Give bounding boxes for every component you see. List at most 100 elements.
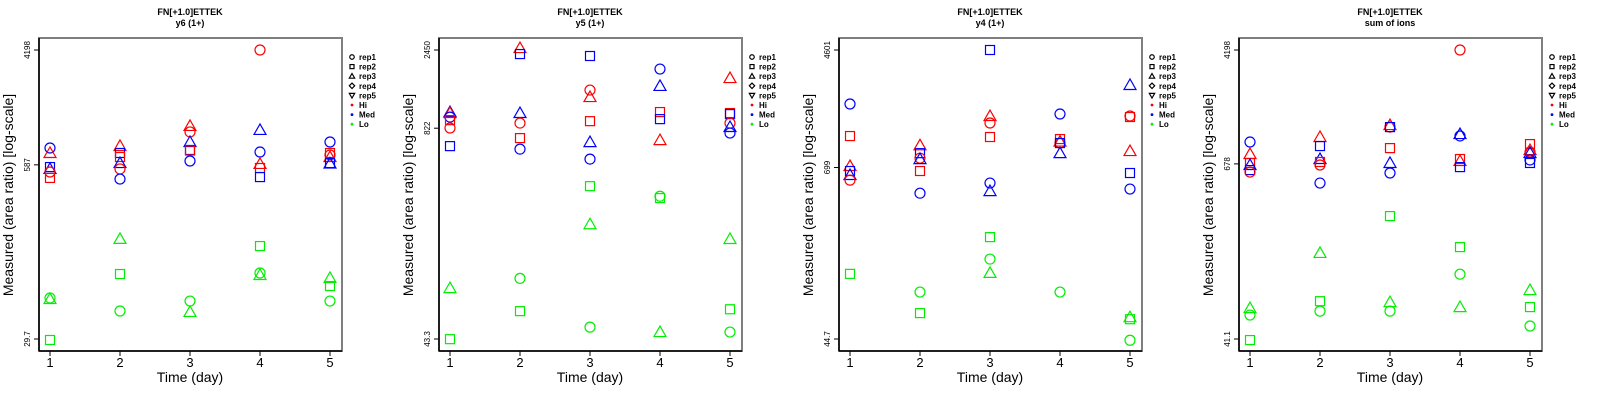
y-tick-label: 4198: [23, 41, 32, 59]
data-point-lo-rep1-day3: [1384, 305, 1396, 317]
x-tick-label: 5: [326, 355, 333, 370]
y-tick-label: 4198: [1223, 41, 1232, 59]
data-point-lo-rep2-day5: [1524, 301, 1536, 313]
data-point-lo-rep1-day5: [1124, 334, 1136, 346]
data-point-hi-rep3-day3: [582, 89, 598, 103]
data-point-hi-rep2-day5: [1524, 138, 1536, 150]
data-point-hi-rep3-day1: [1242, 146, 1258, 160]
x-tick-label: 1: [46, 355, 53, 370]
data-point-hi-rep3-day1: [842, 158, 858, 172]
y-tick-label: 587: [23, 158, 32, 172]
data-point-lo-rep3-day4: [652, 324, 668, 338]
legend-label-rep2: rep2: [1159, 63, 1176, 72]
x-axis-label: Time (day): [557, 369, 623, 385]
panel-y6: FN[+1.0]ETTEK y6 (1+) Time (day) Measure…: [0, 7, 376, 385]
x-tick-label: 2: [116, 355, 123, 370]
legend-dot-Hi: [1150, 103, 1154, 107]
data-point-hi-rep1-day1: [1244, 166, 1256, 178]
data-point-hi-rep1-day1: [444, 122, 456, 134]
data-point-med-rep3-day4: [252, 122, 268, 136]
x-tick-label: 2: [916, 355, 923, 370]
data-point-lo-rep2-day5: [724, 304, 736, 315]
legend-label-rep1: rep1: [759, 53, 776, 62]
legend-label-rep5: rep5: [359, 91, 376, 100]
data-point-lo-rep3-day3: [582, 217, 598, 230]
data-point-hi-rep3-day2: [912, 138, 928, 151]
data-point-hi-rep1-day4: [1454, 44, 1466, 56]
data-point-med-rep2-day2: [914, 148, 926, 159]
data-point-med-rep3-day2: [912, 151, 928, 165]
data-point-lo-rep3-day5: [1522, 282, 1538, 296]
x-tick-label: 1: [1246, 355, 1253, 370]
legend-label-rep2: rep2: [759, 63, 776, 72]
y-axis-label: Measured (area ratio) [log-scale]: [800, 94, 816, 296]
y-tick-label: 2450: [423, 41, 432, 59]
data-point-hi-rep1-day3: [1384, 121, 1396, 133]
x-tick-label: 1: [846, 355, 853, 370]
data-point-lo-rep3-day1: [442, 280, 458, 294]
data-point-lo-rep2-day3: [584, 181, 596, 192]
data-point-lo-rep2-day2: [914, 308, 926, 319]
x-tick-label: 3: [586, 355, 593, 370]
y-tick-label: 29.7: [23, 331, 32, 347]
data-point-med-rep3-day1: [842, 167, 858, 181]
data-point-lo-rep2-day2: [1314, 296, 1326, 307]
x-tick-label: 5: [1126, 355, 1133, 370]
data-point-med-rep2-day4: [254, 171, 266, 183]
legend-label-rep1: rep1: [1559, 53, 1576, 62]
legend-marker-rep4: [1148, 82, 1156, 90]
data-point-hi-rep3-day2: [1312, 129, 1328, 143]
panel-title: FN[+1.0]ETTEK: [1357, 7, 1423, 17]
data-point-lo-rep1-day2: [114, 305, 126, 317]
data-point-med-rep1-day4: [254, 146, 266, 158]
data-point-hi-rep2-day3: [1384, 143, 1396, 154]
data-point-lo-rep3-day5: [322, 270, 338, 284]
legend-dot-Hi: [350, 103, 354, 107]
y-axis-label: Measured (area ratio) [log-scale]: [0, 94, 16, 296]
legend-marker-rep2: [749, 63, 755, 70]
panel-subtitle: y5 (1+): [576, 18, 605, 28]
legend-marker-rep3: [748, 72, 756, 79]
legend-marker-rep5: [1148, 92, 1156, 100]
data-point-lo-rep1-day3: [184, 295, 196, 307]
legend-marker-rep5: [1548, 92, 1556, 100]
x-tick-label: 5: [1526, 355, 1533, 370]
panel-y5: FN[+1.0]ETTEK y5 (1+) Time (day) Measure…: [400, 7, 776, 385]
data-point-med-rep1-day5: [1124, 183, 1136, 195]
data-point-med-rep3-day3: [582, 134, 598, 148]
data-point-med-rep3-day4: [1452, 126, 1468, 140]
x-tick-label: 5: [726, 355, 733, 370]
x-axis-label: Time (day): [157, 369, 223, 385]
legend-dot-Med: [750, 113, 754, 116]
data-point-hi-rep1-day2: [514, 117, 526, 129]
legend-dot-Hi: [750, 103, 754, 107]
data-point-lo-rep2-day4: [654, 192, 666, 204]
data-point-lo-rep1-day3: [984, 253, 996, 265]
data-point-lo-rep2-day1: [44, 334, 56, 346]
legend-dot-Med: [1150, 113, 1154, 116]
data-point-lo-rep2-day5: [324, 280, 336, 292]
y-axis-label: Measured (area ratio) [log-scale]: [1200, 94, 1216, 296]
y-tick-label: 41.1: [1223, 331, 1232, 347]
data-point-lo-rep3-day3: [982, 265, 998, 279]
legend-label-Hi: Hi: [359, 101, 367, 110]
y-tick-label: 699: [823, 160, 832, 174]
data-point-hi-rep2-day2: [914, 165, 926, 177]
data-point-lo-rep1-day1: [1244, 309, 1256, 321]
data-point-med-rep3-day2: [512, 105, 528, 119]
data-point-lo-rep1-day2: [914, 286, 926, 298]
legend-marker-rep1: [1149, 54, 1155, 60]
data-point-lo-rep3-day3: [182, 304, 198, 318]
data-point-med-rep3-day1: [1242, 157, 1258, 171]
legend-marker-rep4: [748, 82, 756, 90]
legend-dot-Med: [1550, 113, 1554, 116]
data-point-lo-rep2-day2: [514, 306, 526, 317]
data-point-hi-rep1-day1: [844, 174, 856, 186]
legend-label-Lo: Lo: [1159, 120, 1169, 129]
legend-label-rep4: rep4: [1559, 82, 1576, 91]
data-point-hi-rep3-day1: [442, 105, 458, 119]
data-point-hi-rep2-day3: [984, 131, 996, 143]
data-point-lo-rep3-day5: [722, 231, 738, 245]
